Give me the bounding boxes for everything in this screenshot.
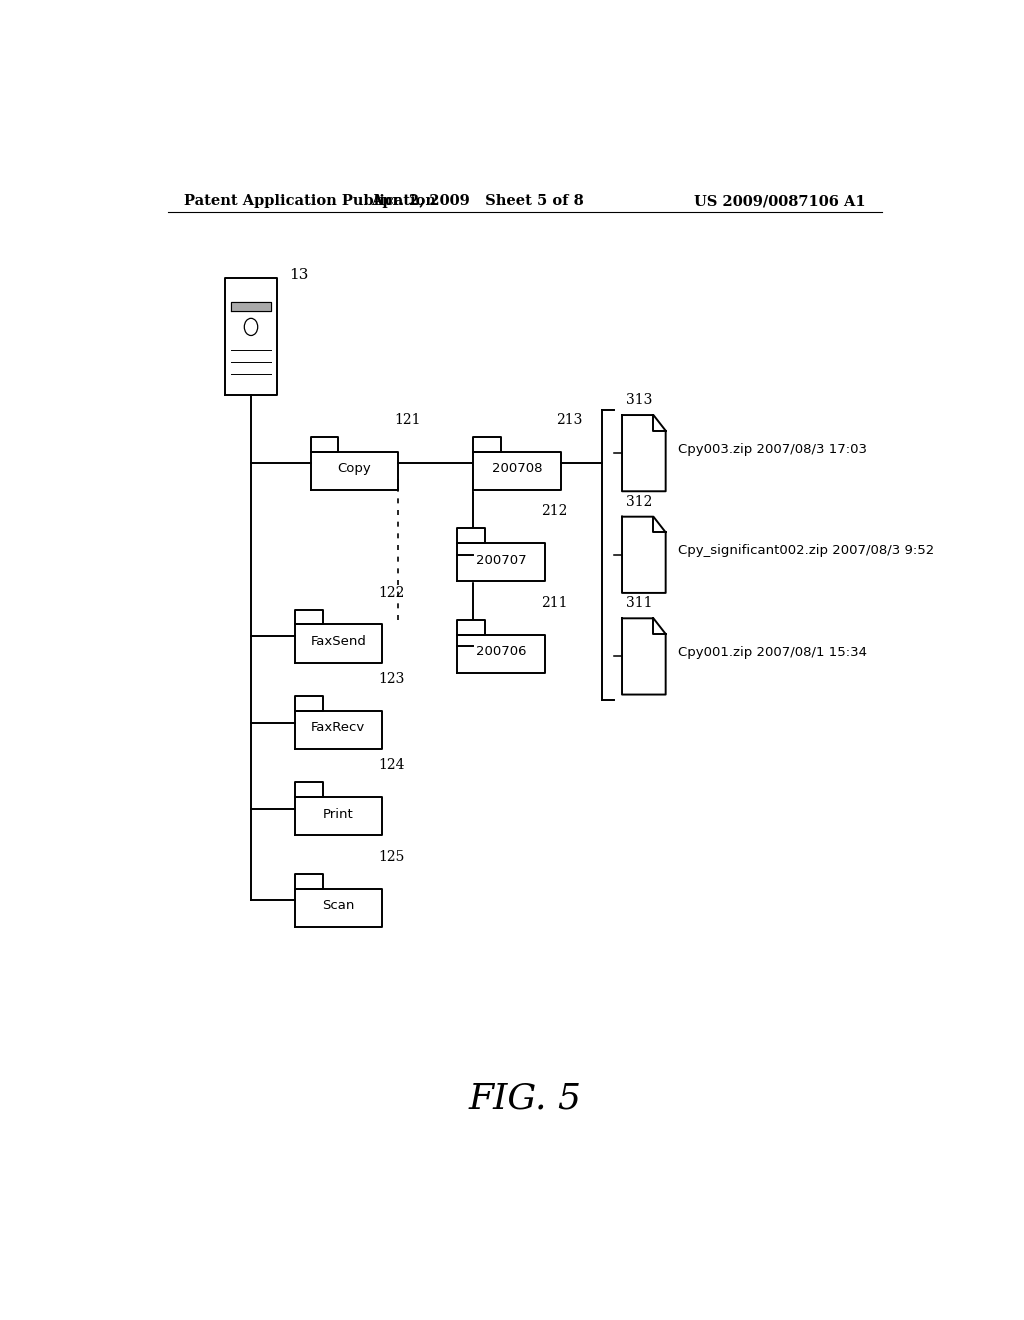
Text: Print: Print — [323, 808, 353, 821]
Text: 122: 122 — [378, 586, 404, 599]
Text: Apr. 2, 2009   Sheet 5 of 8: Apr. 2, 2009 Sheet 5 of 8 — [371, 194, 584, 209]
Polygon shape — [458, 620, 485, 635]
Text: 200707: 200707 — [476, 553, 526, 566]
Text: Cpy_significant002.zip 2007/08/3 9:52: Cpy_significant002.zip 2007/08/3 9:52 — [678, 544, 934, 557]
Polygon shape — [295, 874, 323, 888]
Text: 121: 121 — [394, 413, 421, 426]
Text: 213: 213 — [557, 413, 583, 426]
Text: FaxSend: FaxSend — [310, 635, 367, 648]
Polygon shape — [458, 635, 545, 673]
Text: Cpy003.zip 2007/08/3 17:03: Cpy003.zip 2007/08/3 17:03 — [678, 442, 866, 455]
Text: Patent Application Publication: Patent Application Publication — [183, 194, 435, 209]
Polygon shape — [458, 528, 485, 543]
Text: 311: 311 — [626, 597, 652, 610]
Text: 211: 211 — [541, 595, 567, 610]
Text: US 2009/0087106 A1: US 2009/0087106 A1 — [694, 194, 866, 209]
Text: 123: 123 — [378, 672, 404, 686]
Text: 212: 212 — [541, 504, 567, 519]
Polygon shape — [622, 618, 666, 694]
Polygon shape — [295, 711, 382, 748]
Text: Copy: Copy — [337, 462, 371, 475]
Text: 125: 125 — [378, 850, 404, 863]
Text: FaxRecv: FaxRecv — [311, 721, 366, 734]
Text: 312: 312 — [626, 495, 652, 508]
Polygon shape — [295, 783, 323, 797]
Polygon shape — [473, 451, 560, 490]
Text: 13: 13 — [289, 268, 308, 282]
Text: 200706: 200706 — [476, 645, 526, 659]
Polygon shape — [295, 624, 382, 663]
Polygon shape — [473, 437, 501, 451]
Polygon shape — [295, 797, 382, 836]
Polygon shape — [310, 437, 339, 451]
Text: 124: 124 — [378, 758, 404, 772]
Polygon shape — [225, 277, 276, 395]
Text: 200708: 200708 — [492, 462, 542, 475]
Text: Cpy001.zip 2007/08/1 15:34: Cpy001.zip 2007/08/1 15:34 — [678, 645, 866, 659]
Polygon shape — [231, 302, 270, 310]
Text: FIG. 5: FIG. 5 — [468, 1081, 582, 1115]
Polygon shape — [295, 696, 323, 711]
Polygon shape — [622, 516, 666, 593]
Text: 313: 313 — [626, 393, 652, 407]
Polygon shape — [622, 414, 666, 491]
Polygon shape — [458, 543, 545, 581]
Polygon shape — [295, 888, 382, 927]
Polygon shape — [295, 610, 323, 624]
Polygon shape — [310, 451, 397, 490]
Text: Scan: Scan — [323, 899, 354, 912]
